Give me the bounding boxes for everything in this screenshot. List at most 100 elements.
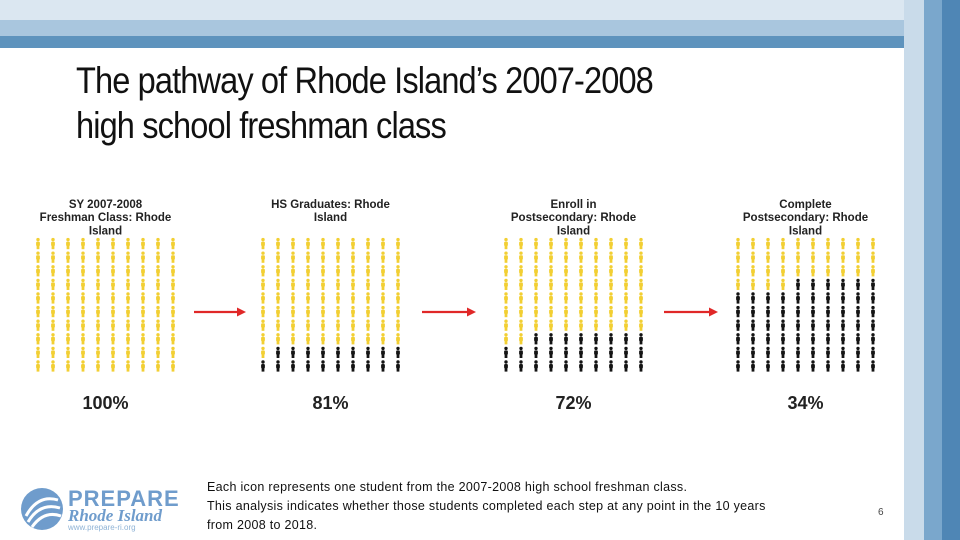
student-icon (519, 333, 523, 345)
student-icon (781, 305, 785, 318)
student-icon (366, 305, 370, 318)
student-icon (519, 265, 523, 277)
student-icon (336, 292, 340, 304)
student-icon (396, 251, 400, 263)
student-icon (811, 292, 815, 304)
student-icon (81, 333, 85, 345)
student-icon (336, 278, 340, 290)
student-icon (261, 346, 265, 358)
student-icon (96, 319, 100, 331)
student-icon (796, 346, 800, 358)
panel-label-line: SY 2007-2008 (69, 199, 143, 211)
panel-label-line: Island (789, 225, 822, 237)
student-icon (639, 346, 643, 358)
student-icon (276, 346, 280, 358)
student-icon (36, 292, 40, 304)
student-icon (609, 346, 613, 358)
student-icon (96, 278, 100, 290)
student-icon (856, 251, 860, 263)
student-icon (306, 237, 310, 250)
student-icon (609, 333, 613, 345)
student-icon (871, 251, 875, 263)
student-icon (564, 360, 568, 372)
student-icon (826, 333, 830, 345)
student-icon (549, 360, 553, 372)
student-icon (351, 346, 355, 358)
student-icon (336, 333, 340, 345)
student-icon (81, 251, 85, 263)
student-icon (291, 292, 295, 304)
student-icon (306, 292, 310, 304)
student-icon (276, 319, 280, 331)
student-icon (781, 333, 785, 345)
student-icon (504, 292, 508, 304)
student-icon (504, 360, 508, 372)
student-icon (841, 319, 845, 331)
arrow-right-icon (664, 307, 718, 317)
student-icon (549, 251, 553, 263)
page-number: 6 (878, 507, 884, 518)
panel-value-label: 81% (312, 393, 348, 413)
student-icon (856, 360, 860, 372)
student-icon (171, 360, 175, 372)
student-icon (291, 305, 295, 318)
student-icon (381, 265, 385, 277)
student-icon (36, 305, 40, 318)
student-icon (336, 265, 340, 277)
student-icon (594, 305, 598, 318)
student-icon (639, 265, 643, 277)
right-stripe-light (904, 0, 924, 540)
student-icon (504, 333, 508, 345)
panel-label-line: Island (557, 225, 590, 237)
student-icon (639, 251, 643, 263)
student-icon (871, 265, 875, 277)
student-icon (141, 360, 145, 372)
student-icon (504, 265, 508, 277)
student-icon (66, 333, 70, 345)
student-icon (811, 278, 815, 290)
student-icon (564, 346, 568, 358)
student-icon (594, 251, 598, 263)
student-icon (856, 319, 860, 331)
student-icon (156, 305, 160, 318)
student-icon (736, 319, 740, 331)
student-icon (51, 237, 55, 250)
student-icon (66, 278, 70, 290)
student-icon (639, 333, 643, 345)
student-icon (594, 346, 598, 358)
student-icon (594, 237, 598, 250)
student-icon (811, 305, 815, 318)
student-icon (51, 305, 55, 318)
student-icon (766, 237, 770, 250)
logo-text-prepare: PREPARE (68, 486, 180, 511)
student-icon (751, 265, 755, 277)
student-icon (66, 265, 70, 277)
student-icon (66, 251, 70, 263)
caption-line-2: This analysis indicates whether those st… (207, 499, 766, 513)
student-icon (564, 278, 568, 290)
student-icon (796, 237, 800, 250)
student-icon (351, 292, 355, 304)
slide-title-line-2: high school freshman class (76, 105, 447, 146)
student-icon (276, 278, 280, 290)
panel-label-line: Postsecondary: Rhode (511, 212, 636, 224)
student-icon (156, 292, 160, 304)
student-icon (811, 237, 815, 250)
student-icon (751, 237, 755, 250)
student-icon (766, 251, 770, 263)
student-icon (534, 346, 538, 358)
student-icon (781, 278, 785, 290)
student-icon (639, 278, 643, 290)
student-icon (156, 251, 160, 263)
student-icon (856, 278, 860, 290)
student-icon (96, 360, 100, 372)
student-icon (549, 292, 553, 304)
student-icon (336, 251, 340, 263)
student-icon (126, 265, 130, 277)
student-icon (171, 346, 175, 358)
student-icon (856, 237, 860, 250)
student-icon (781, 292, 785, 304)
student-icon (579, 237, 583, 250)
student-icon (36, 333, 40, 345)
